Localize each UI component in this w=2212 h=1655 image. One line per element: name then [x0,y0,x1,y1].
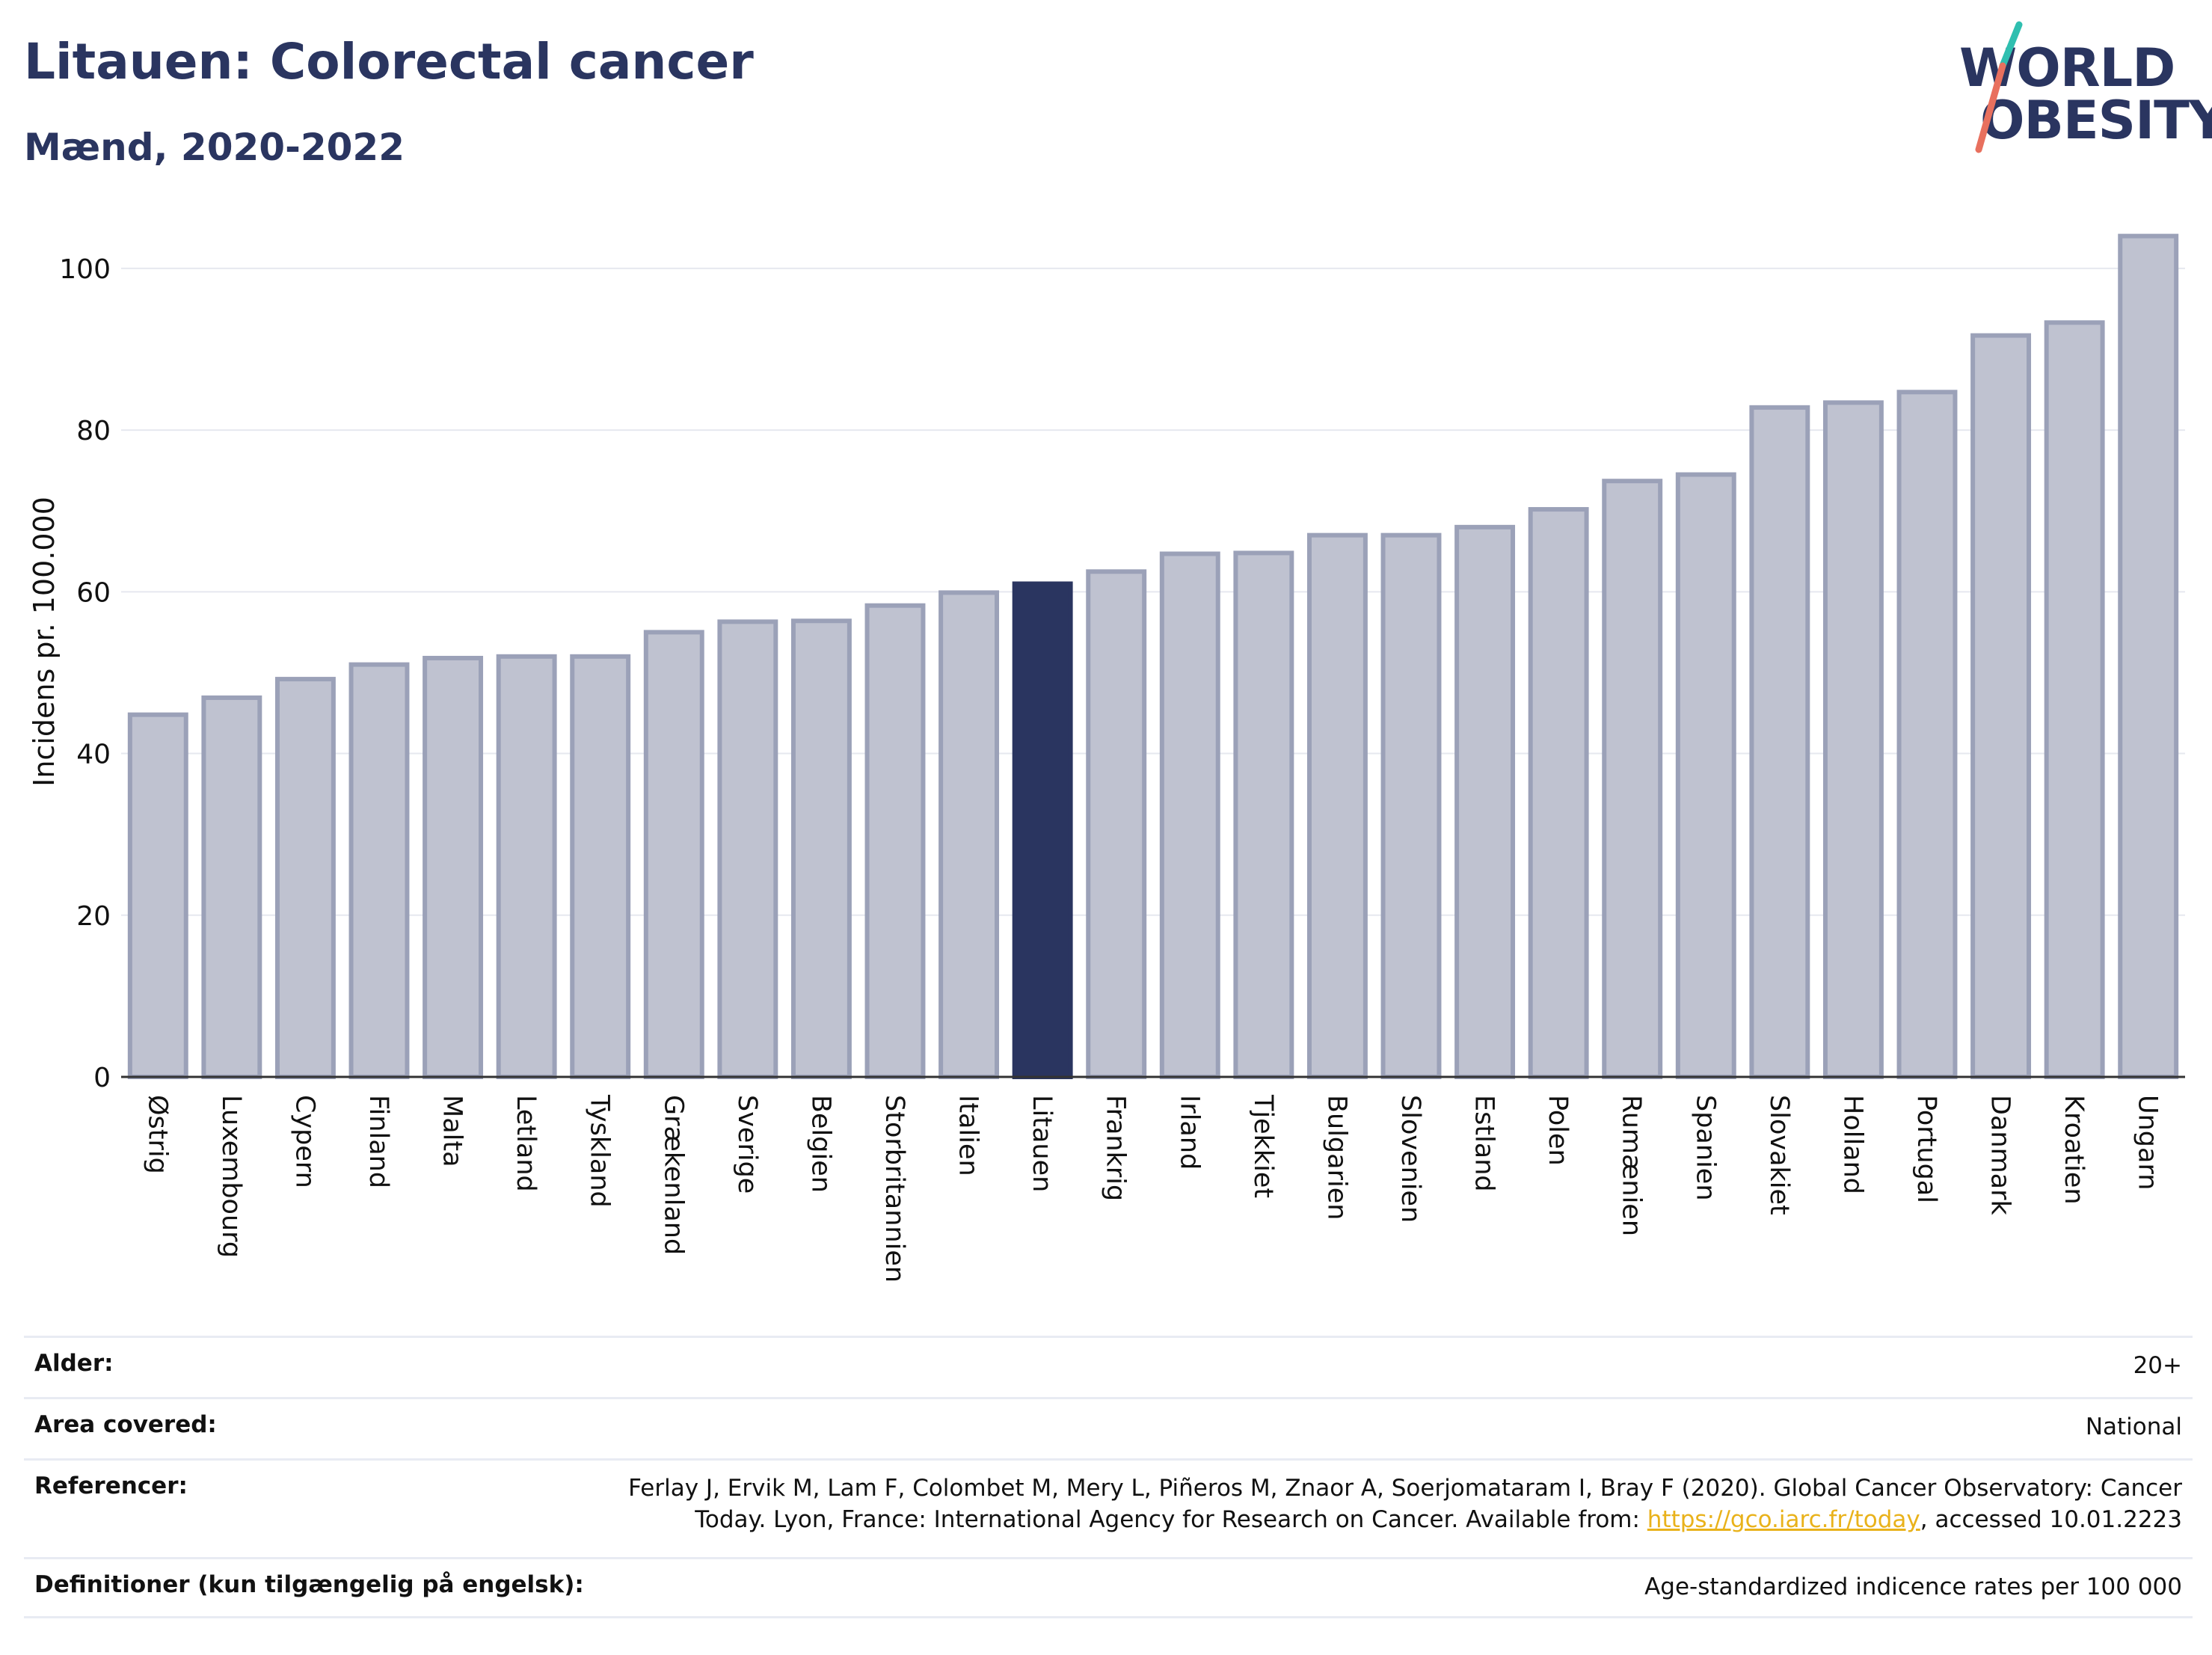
y-tick-label: 100 [59,254,111,285]
bar [1675,472,1736,1080]
x-tick-label: Frankrig [1101,1095,1131,1201]
bars [127,233,2179,1080]
x-tick-label: Spanien [1690,1095,1720,1201]
logo-slash-icon [1975,21,2023,153]
bar [1749,405,1810,1079]
bar [790,618,852,1079]
bar [1822,400,1884,1079]
x-tick-label: Danmark [1985,1095,2015,1216]
bar [1970,333,2032,1080]
bar [274,677,336,1079]
x-tick-label: Litauen [1027,1095,1057,1192]
bar [1602,479,1663,1079]
reference-text-1: Ferlay J, Ervik M, Lam F, Colombet M, Me… [628,1475,2182,1502]
x-tick-label: Slovakiet [1764,1095,1794,1215]
x-tick-label: Estland [1469,1095,1499,1192]
bar [496,654,557,1079]
world-obesity-logo: WORLD OBESITY [1944,21,2212,156]
info-row-area: Area covered: National [24,1397,2193,1458]
x-tick-label: Finland [363,1095,393,1188]
x-tick-label: Tyskland [585,1094,615,1208]
bar [643,630,704,1079]
y-axis-label: Incidens pr. 100.000 [28,497,61,787]
reference-link[interactable]: https://gco.iarc.fr/today [1647,1506,1920,1533]
bar [1380,532,1442,1080]
bar [348,662,410,1079]
bar [1086,569,1147,1079]
x-tick-label: Slovenien [1395,1095,1425,1223]
x-tick-label: Rumænien [1617,1095,1647,1236]
x-tick-label: Italien [953,1095,983,1176]
x-tick-label: Cypern [289,1095,319,1188]
logo-word-obesity: OBESITY [1980,90,2212,151]
x-tick-label: Luxembourg [216,1095,246,1258]
x-tick-label: Østrig [142,1095,172,1174]
definitions-label: Definitioner (kun tilgængelig på engelsk… [34,1571,584,1598]
bar [1012,581,1073,1079]
references-label: Referencer: [34,1473,188,1499]
bar [2044,320,2105,1079]
bar [2118,233,2179,1079]
x-tick-label: Tjekkiet [1248,1094,1278,1198]
references-value: Ferlay J, Ervik M, Lam F, Colombet M, Me… [628,1473,2182,1535]
bar-chart: 0 20 40 60 80 100 Østrig Luxembourg Cypern Finlan… [28,233,2185,1283]
x-tick-label: Grækenland [658,1095,688,1255]
chart-subtitle: Mænd, 2020-2022 [24,126,405,169]
x-tick-label: Sverige [732,1095,762,1194]
x-tick-label: Malta [437,1095,467,1167]
info-row-definitions: Definitioner (kun tilgængelig på engelsk… [24,1557,2193,1618]
bar [1159,551,1220,1079]
info-table: Alder: 20+ Area covered: National Refere… [24,1336,2193,1618]
bar [201,695,262,1079]
x-tick-label: Belgien [805,1095,835,1193]
bar [1528,507,1589,1079]
bar [717,619,778,1079]
y-tick-label: 40 [76,740,111,770]
bar [1233,550,1294,1080]
age-value: 20+ [2133,1352,2182,1379]
bar [1306,532,1368,1080]
x-tick-label: Kroatien [2059,1095,2089,1205]
bar [423,655,484,1079]
x-tick-label: Bulgarien [1321,1095,1351,1220]
axes: 0 20 40 60 80 100 Østrig Luxembourg Cypern Finlan… [59,254,2185,1283]
bar [570,654,631,1079]
bar [1454,524,1516,1079]
bar [938,590,1000,1079]
bar [1896,390,1958,1079]
reference-text-2: Today. Lyon, France: International Agenc… [695,1506,1647,1533]
x-tick-label: Ungarn [2133,1095,2163,1190]
x-tick-label: Polen [1543,1095,1573,1166]
y-tick-label: 60 [76,577,111,608]
y-tick-label: 20 [76,901,111,932]
bar [127,712,188,1079]
y-tick-label: 0 [93,1063,111,1093]
x-tick-label: Holland [1837,1095,1867,1194]
info-row-references: Referencer: Ferlay J, Ervik M, Lam F, Co… [24,1458,2193,1557]
chart-title: Litauen: Colorectal cancer [24,33,754,90]
x-tick-label: Letland [511,1095,541,1192]
x-tick-label: Portugal [1911,1095,1941,1203]
area-value: National [2085,1413,2182,1440]
reference-text-3: , accessed 10.01.2223 [1920,1506,2182,1533]
x-tick-label: Storbritannien [879,1095,909,1283]
age-label: Alder: [34,1350,114,1377]
bar [864,603,926,1079]
definitions-value: Age-standardized indicence rates per 100… [1644,1573,2182,1600]
info-row-age: Alder: 20+ [24,1336,2193,1397]
area-label: Area covered: [34,1411,217,1438]
x-tick-label: Irland [1174,1095,1204,1170]
y-tick-label: 80 [76,416,111,446]
